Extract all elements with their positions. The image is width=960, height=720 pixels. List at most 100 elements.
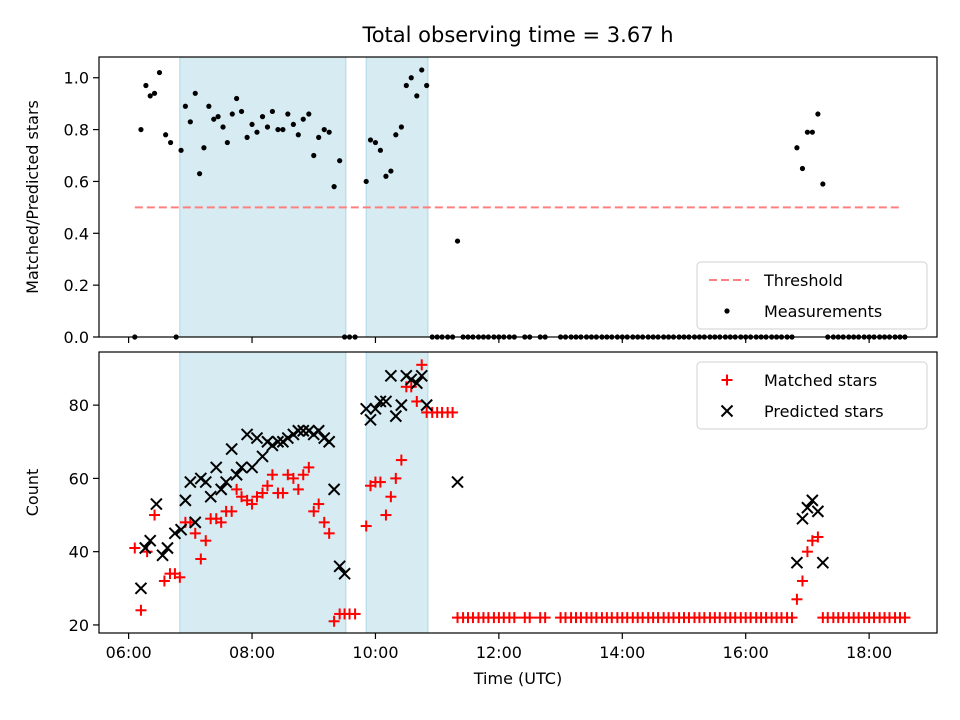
matched-point-25	[266, 469, 278, 481]
predicted-point-3	[150, 497, 163, 511]
predicted-point-53	[451, 475, 464, 489]
matched-point-53	[416, 359, 428, 371]
measurement-point-31	[285, 111, 291, 117]
measurement-point-28	[269, 108, 276, 115]
x-tick-label-2: 10:00	[352, 643, 398, 662]
predicted-point-9	[184, 475, 197, 489]
x-tick-label-4: 14:00	[599, 643, 645, 662]
measurement-point-50	[388, 168, 394, 174]
predicted-point-56-b	[801, 501, 814, 514]
predicted-point-44	[379, 395, 393, 408]
y-tick-label-3: 80	[69, 396, 89, 415]
predicted-point-31	[297, 424, 310, 437]
predicted-point-23	[256, 450, 269, 463]
predicted-point-23-b	[256, 450, 269, 463]
predicted-point-8-b	[179, 494, 192, 507]
matched-point-21	[246, 498, 258, 510]
matched-point-15	[215, 516, 227, 528]
measurement-point-3	[147, 93, 153, 99]
predicted-point-46	[389, 409, 403, 423]
predicted-point-50	[410, 376, 424, 390]
measurement-point-30	[280, 126, 286, 133]
measurement-point-4	[151, 90, 158, 96]
predicted-point-4-b	[156, 549, 169, 562]
measurement-point-63	[454, 238, 461, 244]
measurement-point-54	[408, 75, 414, 81]
predicted-point-45-b	[384, 369, 398, 383]
measurement-point-57	[424, 82, 430, 89]
measurement-point-26	[259, 114, 266, 120]
predicted-point-30	[292, 424, 305, 437]
matched-point-48	[390, 472, 402, 484]
matched-point-4	[158, 575, 170, 587]
measurement-point-53	[403, 82, 409, 89]
legend: Threshold Measurements	[696, 261, 928, 330]
measurement-point-6	[163, 132, 169, 138]
x-tick-label-6: 18:00	[846, 643, 892, 662]
predicted-point-49-b	[405, 373, 418, 386]
matched-point-37	[328, 615, 340, 627]
matched-point-41	[349, 608, 361, 620]
measurement-point-11	[187, 119, 193, 125]
measurement-point-48	[377, 147, 383, 153]
predicted-point-0-b	[134, 582, 148, 595]
predicted-point-34-b	[312, 424, 325, 437]
measurement-point-125	[794, 145, 800, 151]
predicted-point-25	[266, 439, 279, 452]
measurement-point-18	[220, 124, 226, 130]
measurement-point-40	[331, 184, 337, 190]
measurement-point-5	[156, 69, 163, 76]
y-tick-label-0: 20	[69, 616, 89, 635]
predicted-point-42-b	[369, 402, 382, 415]
matched-point-59	[447, 406, 459, 418]
predicted-point-36-b	[322, 435, 336, 448]
predicted-point-19	[235, 461, 248, 474]
y-axis-label: Matched/Predicted stars	[23, 100, 42, 294]
predicted-point-52	[420, 398, 433, 412]
x-tick-label-5: 16:00	[723, 643, 769, 662]
matched-point-46	[380, 509, 392, 521]
predicted-point-49	[405, 373, 418, 386]
predicted-point-3-b	[150, 497, 163, 511]
matched-point-47	[385, 491, 397, 503]
matched-point-33	[308, 505, 320, 517]
y-tick-label-1: 40	[69, 543, 89, 562]
predicted-point-41-b	[364, 413, 377, 426]
observing-window-1	[365, 351, 429, 634]
matched-point-19	[236, 491, 248, 503]
predicted-point-37	[327, 483, 341, 496]
y-axis-label: Count	[23, 469, 42, 517]
legend-matched-swatch	[721, 374, 733, 386]
legend-label-0: Threshold	[763, 271, 843, 290]
measurement-point-51	[393, 132, 399, 138]
predicted-point-17	[225, 442, 238, 456]
predicted-point-2	[144, 534, 157, 547]
observing-window-0	[179, 56, 347, 338]
matched-point-36	[323, 527, 335, 539]
predicted-point-13-b	[204, 490, 217, 503]
matched-point-45	[374, 476, 386, 488]
predicted-point-40	[359, 402, 373, 415]
matched-point-12	[200, 535, 212, 547]
count-panel: 20 40 60 80 06:00 08:00 10:00 12:00 14:00 16:00 18…	[23, 351, 938, 688]
measurement-point-12	[192, 90, 198, 96]
axes-frame	[98, 351, 938, 634]
axes-frame	[98, 56, 938, 338]
observing-window-1	[365, 56, 429, 338]
predicted-point-4	[156, 549, 169, 562]
predicted-point-37-b	[327, 483, 341, 496]
measurement-point-56	[419, 67, 425, 73]
measurement-point-7	[167, 139, 174, 146]
y-tick-label-4: 0.8	[64, 121, 89, 140]
matched-point-7	[174, 571, 186, 583]
measurement-point-38	[321, 126, 327, 133]
matched-point-17	[226, 505, 238, 517]
predicted-point-46-b	[389, 409, 403, 423]
matched-point-35	[318, 516, 330, 528]
measurement-point-19	[224, 139, 230, 146]
matched-point-49	[395, 454, 407, 466]
measurement-point-21	[234, 95, 240, 102]
measurement-point-35	[306, 111, 312, 117]
measurement-point-17	[215, 114, 221, 120]
predicted-point-20	[240, 428, 254, 441]
